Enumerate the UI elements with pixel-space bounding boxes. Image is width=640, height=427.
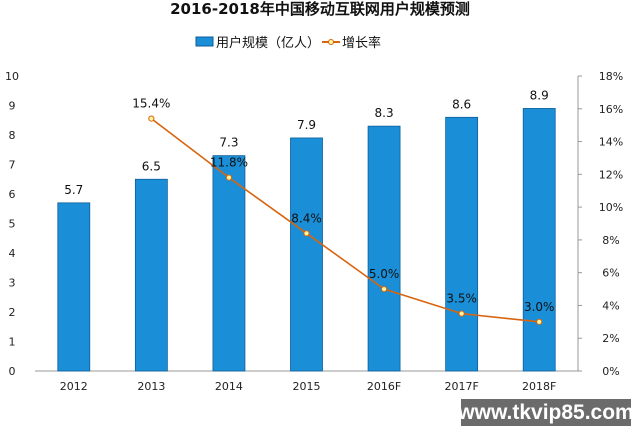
legend-label-line: 增长率	[342, 35, 381, 51]
line-point	[148, 115, 155, 122]
y-left-tick-label: 0	[9, 365, 16, 378]
line-point	[536, 318, 543, 325]
y-right-tick-label: 6%	[602, 267, 619, 280]
line-value-label: 8.4%	[291, 211, 322, 225]
y-left-tick-label: 4	[9, 247, 16, 260]
y-right-tick-label: 14%	[599, 136, 623, 149]
line-point	[303, 230, 310, 237]
bar-value-label: 8.3	[375, 106, 394, 120]
bar-value-label: 5.7	[64, 183, 83, 197]
bar	[134, 178, 168, 372]
legend-line-marker	[328, 39, 334, 45]
legend-bar-swatch	[195, 36, 214, 47]
legend-label-bar: 用户规模（亿人）	[216, 35, 320, 51]
x-tick-label: 2016F	[367, 380, 401, 393]
y-left-tick-label: 10	[5, 70, 19, 83]
bar-value-label: 7.9	[297, 118, 316, 132]
y-left-tick-label: 2	[9, 306, 16, 319]
y-right-tick-label: 10%	[599, 201, 623, 214]
y-right-tick-label: 16%	[599, 103, 623, 116]
x-tick-label: 2012	[60, 380, 88, 393]
y-right-tick-label: 2%	[602, 332, 619, 345]
line-value-label: 3.5%	[446, 292, 477, 306]
y-left-tick-label: 1	[9, 336, 16, 349]
line-value-label: 15.4%	[132, 97, 170, 111]
x-tick-label: 2018F	[522, 380, 556, 393]
bar-value-label: 8.9	[530, 88, 549, 102]
x-tick-label: 2017F	[444, 380, 478, 393]
line-value-label: 3.0%	[524, 300, 555, 314]
y-left-tick-label: 8	[9, 129, 16, 142]
bar-value-label: 8.6	[452, 97, 471, 111]
bar-value-label: 6.5	[142, 159, 161, 173]
y-right-tick-label: 12%	[599, 168, 623, 181]
x-tick-label: 2015	[293, 380, 321, 393]
y-left-tick-label: 7	[9, 159, 16, 172]
bar	[212, 155, 246, 372]
y-right-tick-label: 18%	[599, 70, 623, 83]
line-value-label: 5.0%	[369, 267, 400, 281]
y-right-tick-label: 0%	[602, 365, 619, 378]
bar	[445, 116, 479, 372]
bar	[522, 108, 556, 372]
x-tick-label: 2014	[215, 380, 243, 393]
line-point	[458, 310, 465, 317]
bar-value-label: 7.3	[219, 136, 238, 150]
growth-line	[150, 117, 540, 323]
line-point	[380, 285, 388, 293]
y-left-tick-label: 6	[9, 188, 16, 201]
chart-title: 2016-2018年中国移动互联网用户规模预测	[170, 0, 470, 18]
y-left-tick-label: 5	[9, 218, 16, 231]
y-right-tick-label: 8%	[602, 234, 619, 247]
line-point	[225, 174, 233, 181]
y-right-tick-label: 4%	[602, 299, 619, 312]
y-left-tick-label: 9	[9, 100, 16, 113]
y-left-tick-label: 3	[9, 277, 16, 290]
x-tick-label: 2013	[137, 380, 165, 393]
bar	[290, 137, 323, 372]
bar	[57, 202, 91, 372]
line-value-label: 11.8%	[210, 156, 248, 170]
watermark: www.tkvip85.com	[458, 399, 634, 426]
bar	[367, 125, 401, 372]
